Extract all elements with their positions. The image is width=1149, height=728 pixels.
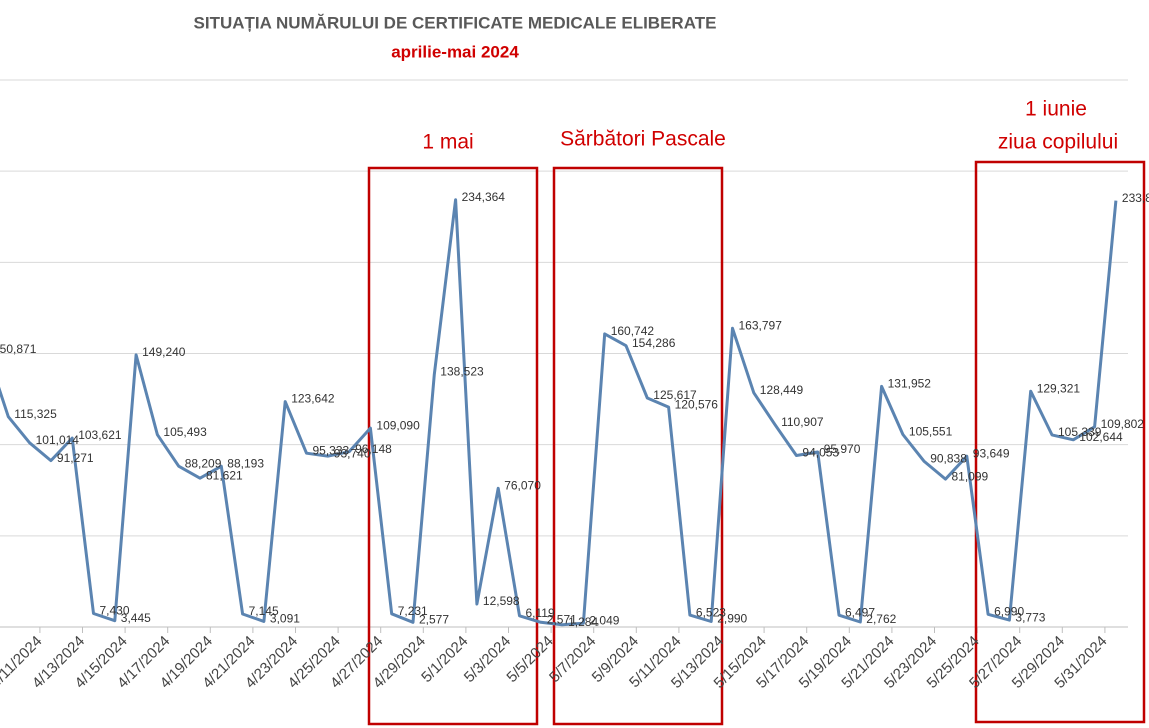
data-label: 7,430	[100, 604, 130, 618]
annotation: ziua copilului	[998, 131, 1118, 154]
data-label: 150,871	[0, 342, 37, 356]
data-label: 105,551	[909, 425, 953, 439]
data-label: 94,053	[802, 446, 839, 460]
data-label: 103,621	[78, 428, 122, 442]
data-label: 6,497	[845, 605, 875, 619]
data-label: 93,649	[973, 446, 1010, 460]
data-label: 2,571	[547, 612, 577, 626]
data-label: 123,642	[291, 392, 335, 406]
data-label: 131,952	[888, 377, 932, 391]
data-label: 154,286	[632, 336, 676, 350]
data-label: 125,617	[653, 388, 697, 402]
data-label: 7,231	[398, 604, 428, 618]
data-label: 101,014	[36, 433, 80, 447]
data-label: 149,240	[142, 345, 186, 359]
highlight-box	[367, 166, 539, 726]
data-label: 91,271	[57, 451, 94, 465]
data-label: 96,148	[355, 442, 392, 456]
data-label: 6,990	[994, 604, 1024, 618]
data-label: 12,598	[483, 594, 520, 608]
data-label: 3,091	[270, 612, 300, 626]
data-label: 81,099	[952, 469, 989, 483]
data-label: 88,193	[227, 456, 264, 470]
data-label: 95,333	[313, 443, 350, 457]
data-label: 129,321	[1037, 381, 1081, 395]
data-label: 88,209	[185, 456, 222, 470]
data-label: 138,523	[440, 365, 484, 379]
data-label: 128,449	[760, 383, 804, 397]
data-label: 233,850	[1122, 191, 1149, 205]
chart-subtitle: aprilie-mai 2024	[391, 42, 519, 61]
data-label: 95,970	[824, 442, 861, 456]
data-label: 2,577	[419, 612, 449, 626]
data-label: 76,070	[504, 478, 541, 492]
data-label: 109,090	[376, 418, 420, 432]
data-label: 90,838	[930, 452, 967, 466]
annotation: Sărbători Pascale	[560, 128, 726, 151]
data-label: 105,339	[1058, 425, 1102, 439]
chart-title: SITUAȚIA NUMĂRULUI DE CERTIFICATE MEDICA…	[194, 13, 717, 32]
line-series	[0, 198, 1118, 627]
data-label: 6,523	[696, 605, 726, 619]
annotation: 1 mai	[422, 131, 473, 154]
data-label: 93,740	[334, 446, 371, 460]
data-label: 6,119	[526, 606, 555, 620]
data-label: 81,621	[206, 468, 243, 482]
highlight-box	[552, 166, 724, 726]
data-label: 102,644	[1079, 430, 1123, 444]
data-label: 163,797	[739, 319, 783, 333]
grid	[0, 79, 1128, 633]
data-label: 120,576	[675, 397, 719, 411]
data-label: 2,990	[717, 612, 747, 626]
data-label: 7,145	[249, 604, 279, 618]
data-label: 3,773	[1015, 610, 1045, 624]
highlight-box	[974, 160, 1146, 724]
data-label: 110,907	[781, 415, 824, 429]
data-label: 105,493	[163, 425, 207, 439]
data-label: 3,445	[121, 611, 151, 625]
data-label: 2,762	[866, 612, 896, 626]
annotation: 1 iunie	[1025, 98, 1087, 121]
data-label: 2,049	[589, 613, 619, 627]
data-label: 109,802	[1101, 417, 1145, 431]
data-label: 1,284	[568, 615, 598, 629]
data-label: 160,742	[611, 324, 655, 338]
data-label: 234,364	[462, 190, 506, 204]
data-label: 115,325	[14, 407, 57, 421]
